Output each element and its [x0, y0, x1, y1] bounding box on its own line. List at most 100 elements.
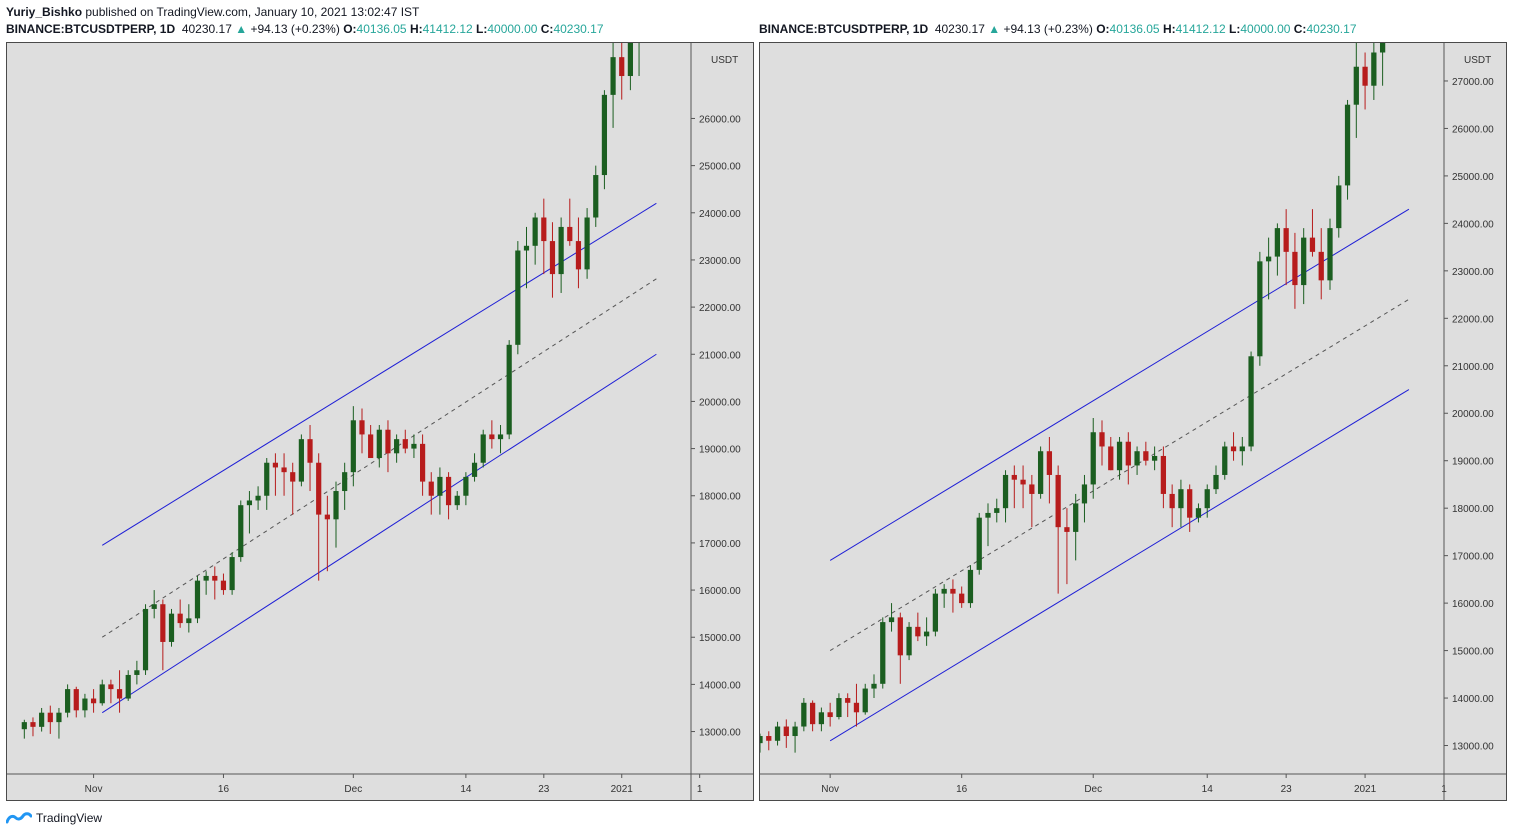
candle-body [836, 698, 842, 718]
candle [932, 588, 939, 637]
candle-body [177, 613, 183, 624]
candle-body [47, 712, 53, 723]
candle-body [853, 702, 860, 713]
candle-body [281, 467, 287, 473]
candle-body [880, 622, 886, 684]
candle [1178, 479, 1184, 528]
candle-body [1195, 508, 1202, 518]
candle-body [862, 688, 868, 713]
candle [1353, 43, 1359, 138]
candle [1257, 251, 1263, 366]
candle [1011, 465, 1017, 509]
last-price: 40230.17 [934, 22, 985, 36]
time-tick-label: 23 [538, 784, 550, 795]
price-tick-label: 25000.00 [1452, 172, 1494, 183]
candle-body [994, 508, 1000, 513]
candle [1090, 417, 1096, 499]
candle [238, 500, 244, 562]
candle-body [871, 683, 877, 689]
candle-body [915, 626, 921, 637]
up-arrow-icon: ▲ [988, 22, 1001, 36]
candle-body [619, 57, 625, 77]
price-tick-label: 19000.00 [1452, 457, 1494, 468]
candle-body [1073, 503, 1079, 532]
candle [1151, 446, 1158, 471]
candle [1222, 441, 1228, 480]
candle [402, 429, 408, 454]
tradingview-footer[interactable]: TradingView [6, 810, 102, 826]
candle-body [1318, 251, 1324, 281]
candle-body [1283, 228, 1289, 252]
candle-body [402, 439, 408, 449]
candle-body [593, 175, 599, 218]
candle [976, 512, 982, 575]
channel-upper-line [101, 202, 657, 546]
candle [523, 226, 530, 289]
candlestick-chart-left[interactable]: 13000.00 14000.00 15000.00 16000.00 17000.00… [7, 43, 753, 800]
quote-line-right: BINANCE:BTCUSDTPERP, 1D 40230.17 ▲ +94.1… [759, 22, 1357, 36]
candle-body [760, 736, 763, 744]
candle-body [342, 472, 348, 492]
candle-body [324, 514, 330, 520]
candle [1274, 223, 1281, 276]
candle-body [1143, 451, 1149, 461]
candle [1160, 446, 1167, 509]
candle [73, 686, 79, 718]
candle [619, 43, 625, 100]
candle-body [497, 434, 504, 440]
candle [290, 462, 296, 515]
candle-body [90, 698, 97, 704]
candle-body [99, 684, 105, 704]
candle-body [766, 736, 772, 741]
candle-body [627, 43, 633, 77]
candle [56, 707, 62, 739]
candle [116, 670, 123, 713]
candle-body [601, 94, 608, 176]
symbol-label: BINANCE:BTCUSDTPERP, 1D [6, 22, 176, 36]
close-label: C: [540, 22, 554, 36]
author-name[interactable]: Yuriy_Bishko [6, 5, 83, 19]
open-value: 40136.05 [356, 22, 407, 36]
price-axis-background [691, 43, 753, 800]
candle [774, 721, 781, 746]
candle [1029, 474, 1035, 528]
candle [610, 43, 616, 128]
chart-pane-left[interactable]: 13000.00 14000.00 15000.00 16000.00 17000.00… [6, 42, 754, 801]
chart-pane-right[interactable]: 13000.00 14000.00 15000.00 16000.00 17000.00… [759, 42, 1507, 801]
candle-body [229, 557, 235, 591]
price-tick-label: 20000.00 [1452, 409, 1494, 420]
candle-body [523, 245, 530, 251]
candle [985, 503, 991, 547]
candle [1064, 508, 1070, 585]
candle [21, 719, 27, 739]
currency-label: USDT [711, 55, 738, 66]
candle-body [584, 217, 590, 270]
candle [376, 425, 382, 468]
candle [30, 717, 36, 737]
candle [1327, 218, 1333, 290]
price-tick-label: 17000.00 [699, 539, 741, 550]
candlestick-chart-right[interactable]: 13000.00 14000.00 15000.00 16000.00 17000.00… [760, 43, 1506, 800]
candle [827, 702, 833, 727]
candle [506, 340, 512, 440]
candle [220, 573, 227, 595]
candle [1169, 484, 1175, 528]
candle [168, 608, 175, 647]
candle [1055, 465, 1061, 594]
candle-body [1108, 446, 1114, 471]
candle [1037, 446, 1044, 499]
close-label: C: [1293, 22, 1307, 36]
candle-body [783, 726, 789, 737]
candle-body [489, 434, 495, 440]
plot-area [7, 43, 691, 774]
candle [801, 698, 807, 732]
currency-label: USDT [1464, 55, 1491, 66]
price-tick-label: 17000.00 [1452, 552, 1494, 563]
candle [941, 584, 947, 608]
candle [584, 208, 590, 279]
candle-body [194, 580, 201, 619]
candle-body [246, 500, 253, 506]
candle-body [1169, 493, 1175, 509]
candle-body [1029, 484, 1035, 494]
time-tick-label: Nov [821, 784, 839, 795]
